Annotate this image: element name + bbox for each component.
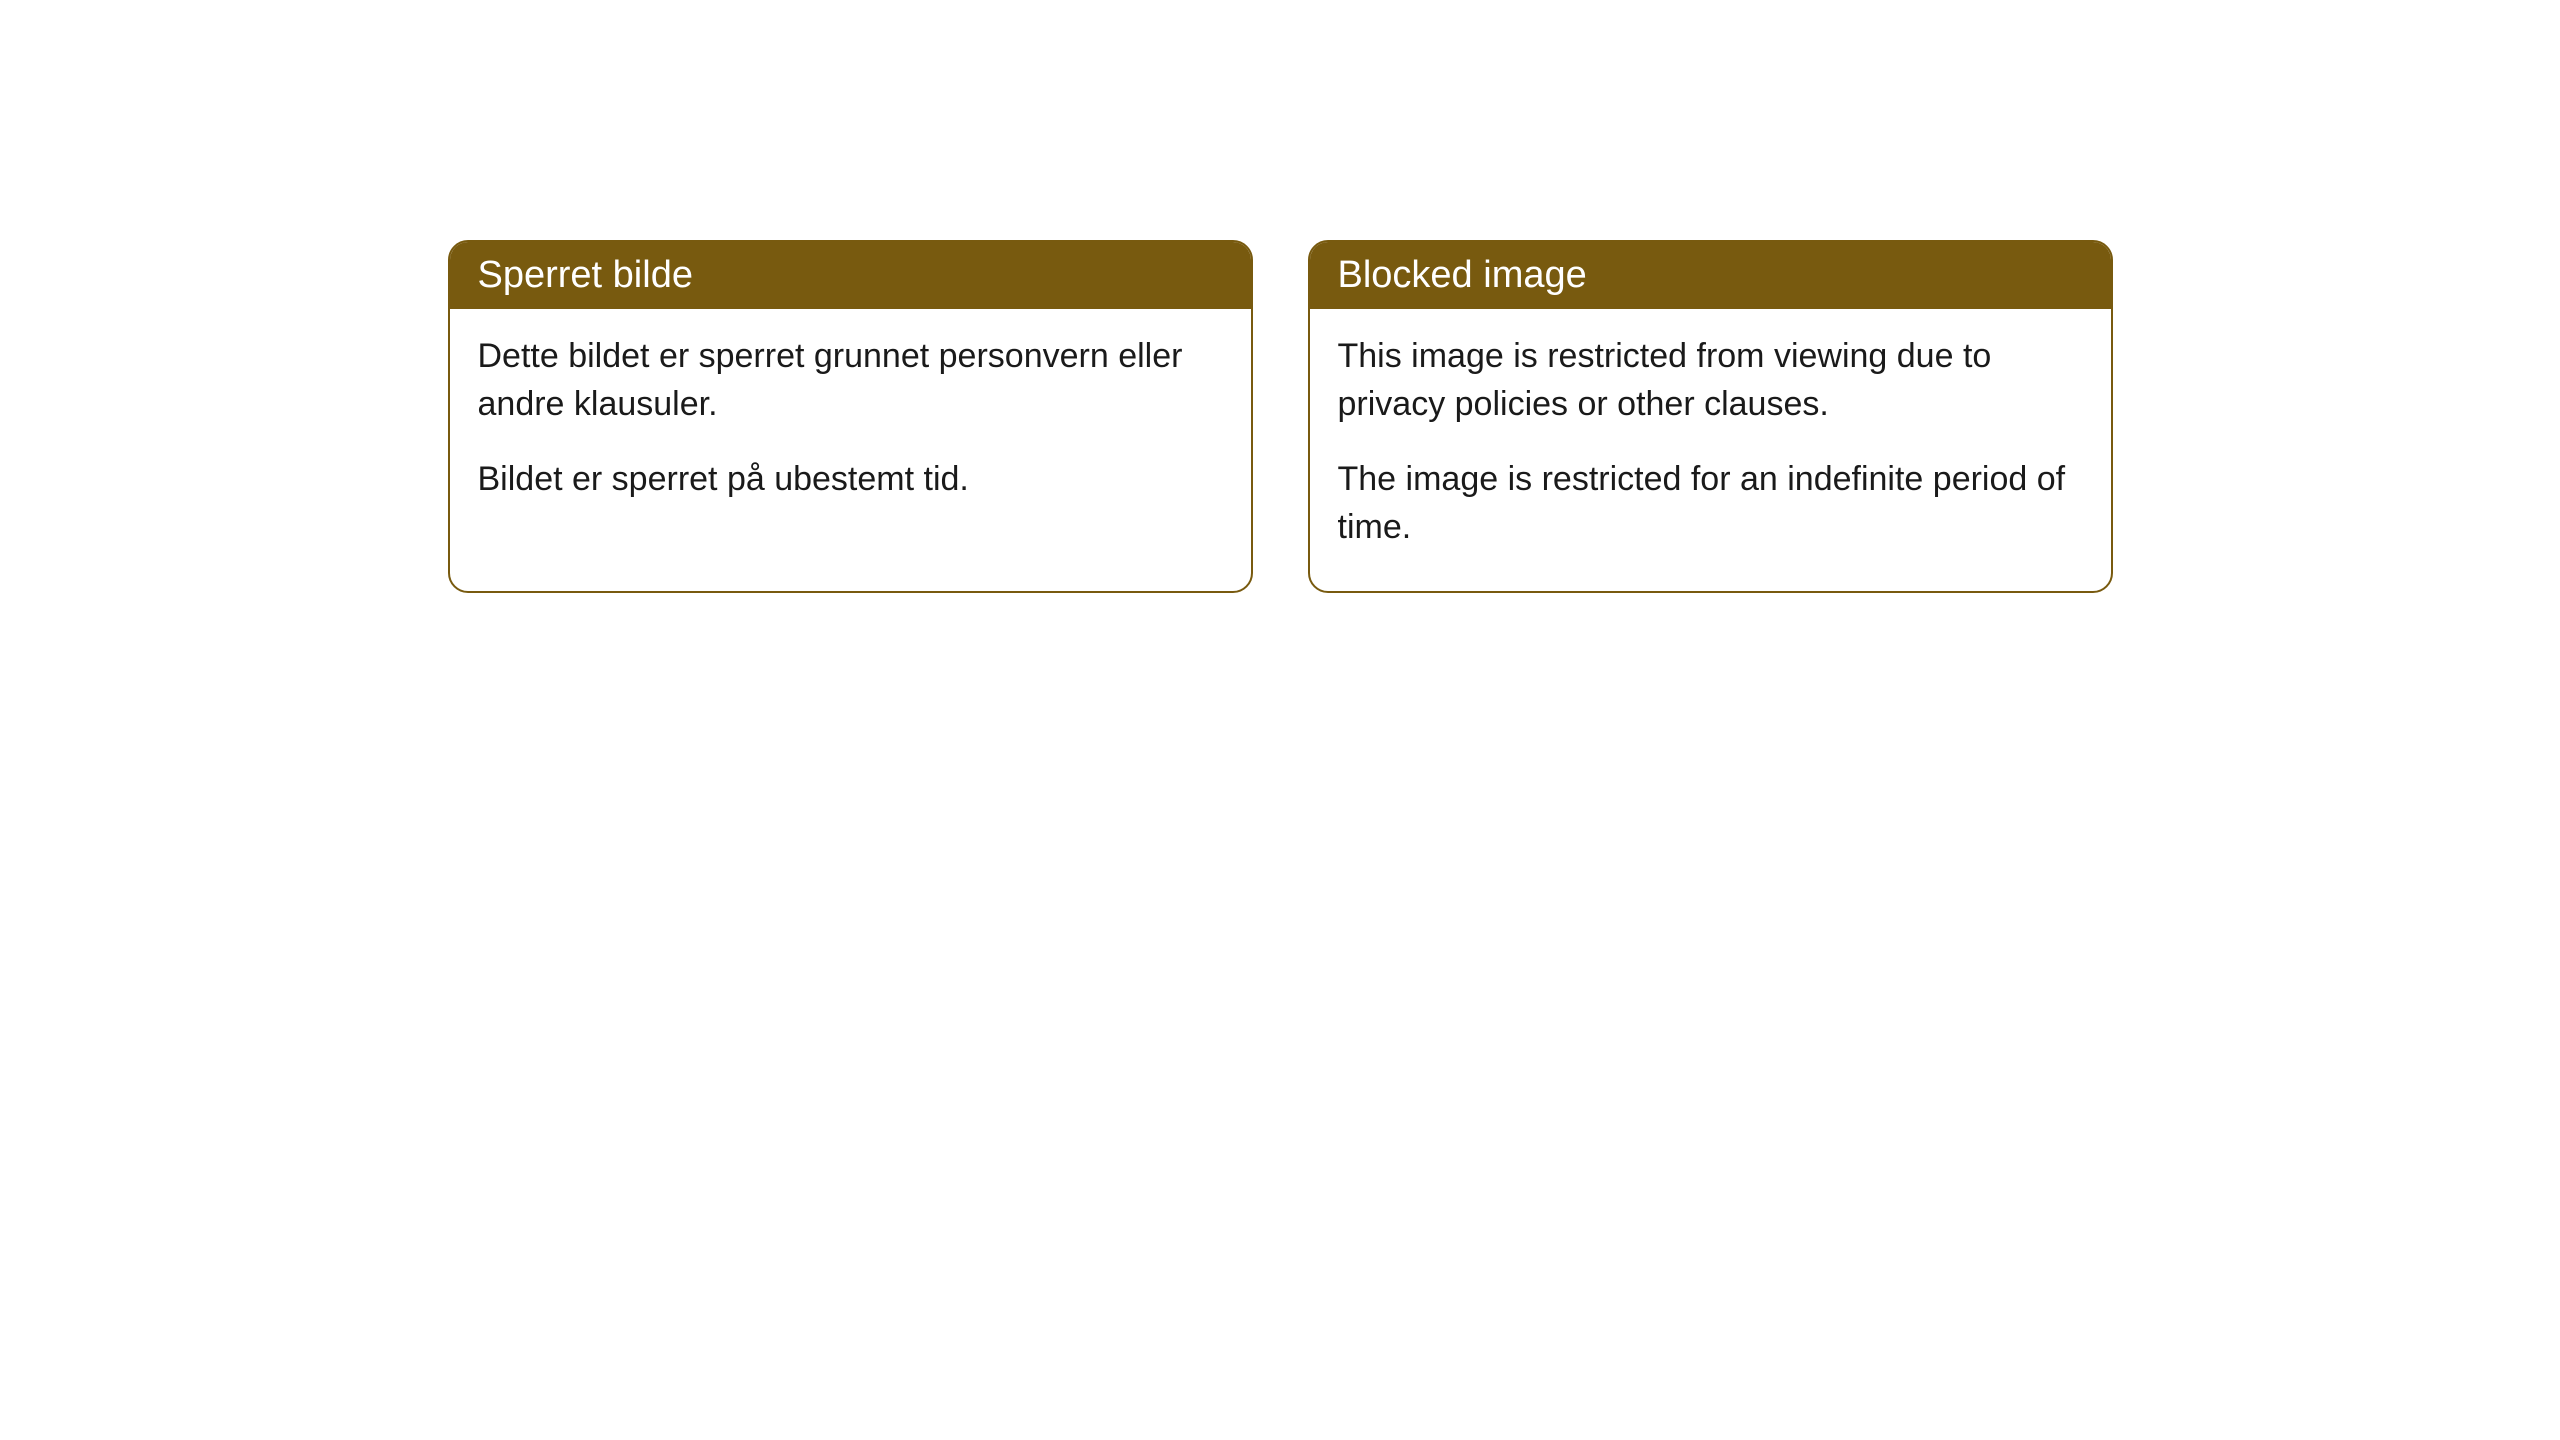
card-header-english: Blocked image [1310, 242, 2111, 309]
card-paragraph: Dette bildet er sperret grunnet personve… [478, 333, 1223, 428]
card-paragraph: Bildet er sperret på ubestemt tid. [478, 456, 1223, 504]
blocked-image-card-norwegian: Sperret bilde Dette bildet er sperret gr… [448, 240, 1253, 593]
card-title: Blocked image [1338, 254, 1587, 296]
card-paragraph: This image is restricted from viewing du… [1338, 333, 2083, 428]
card-body-norwegian: Dette bildet er sperret grunnet personve… [450, 309, 1251, 544]
card-body-english: This image is restricted from viewing du… [1310, 309, 2111, 591]
notice-cards-container: Sperret bilde Dette bildet er sperret gr… [448, 240, 2113, 593]
blocked-image-card-english: Blocked image This image is restricted f… [1308, 240, 2113, 593]
card-header-norwegian: Sperret bilde [450, 242, 1251, 309]
card-title: Sperret bilde [478, 254, 693, 296]
card-paragraph: The image is restricted for an indefinit… [1338, 456, 2083, 551]
